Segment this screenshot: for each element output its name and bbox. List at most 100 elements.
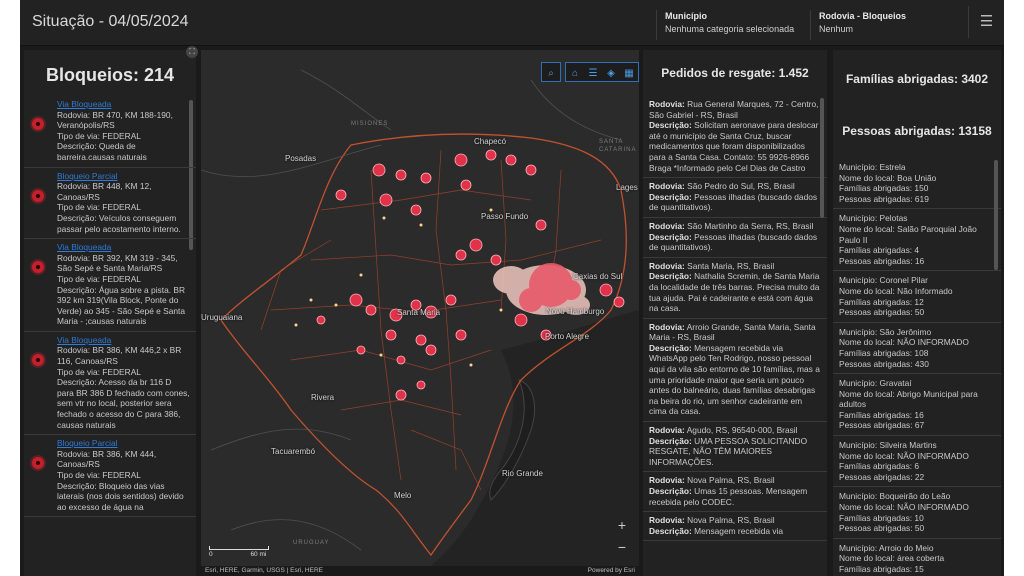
families-panel: Famílias abrigadas: 3402 Pessoas abrigad…: [833, 50, 1001, 576]
city-label: Santa Maria: [397, 308, 441, 317]
map-search-tool[interactable]: ⌕: [541, 62, 561, 82]
requests-scrollbar[interactable]: [820, 98, 824, 218]
shelter-pessoas: Pessoas abrigadas: 50: [839, 523, 925, 534]
families-list: Município: Estrela Nome do local: Boa Un…: [833, 158, 1001, 576]
block-status-link[interactable]: Bloqueio Parcial: [57, 438, 118, 449]
block-status-link[interactable]: Via Bloqueada: [57, 99, 112, 109]
roadblock-icon: [32, 118, 44, 130]
block-item[interactable]: Via Bloqueada Rodovia: BR 470, KM 188-19…: [24, 96, 196, 168]
map-view[interactable]: ⌕ ⌂ ☰ ◈ ▦ Chapecó Posadas Passo Fundo Lages…: [201, 50, 639, 576]
shelter-local: Nome do local: Boa União: [839, 172, 937, 183]
rodovia-selector[interactable]: Rodovia - Bloqueios Nenhum: [810, 10, 960, 40]
hamburger-icon[interactable]: ☰: [968, 6, 1004, 38]
block-item[interactable]: Bloqueio Parcial Rodovia: BR 448, KM 12,…: [24, 168, 196, 240]
city-label: Chapecó: [474, 137, 507, 146]
block-item[interactable]: Via Bloqueada Rodovia: BR 392, KM 319 - …: [24, 239, 196, 332]
block-status-link[interactable]: Via Bloqueada: [57, 334, 112, 345]
request-item[interactable]: Rodovia: Nova Palma, RS, Brasil Descriçã…: [643, 512, 827, 542]
shelter-item[interactable]: Município: Gravataí Nome do local: Abrig…: [833, 374, 1001, 437]
expand-icon[interactable]: ⛶: [186, 46, 198, 58]
shelter-local: Nome do local: Salão Paroquial João Paul…: [839, 223, 977, 245]
request-descricao: Descrição: Mensagem recebida via WhatsAp…: [649, 342, 820, 417]
request-descricao: Descrição: Mensagem recebida via: [649, 525, 784, 536]
region-label: MISIONES: [351, 121, 389, 127]
shelter-item[interactable]: Município: Arroio do Meio Nome do local:…: [833, 539, 1001, 576]
people-title: Pessoas abrigadas: 13158: [842, 124, 992, 138]
shelter-item[interactable]: Município: Silveira Martins Nome do loca…: [833, 436, 1001, 488]
list-icon[interactable]: ☰: [588, 68, 598, 79]
block-tipo: Tipo de via: FEDERAL: [57, 202, 141, 213]
municipio-selector[interactable]: Município Nenhuma categoria selecionada: [656, 10, 808, 40]
city-label: Lages: [616, 183, 638, 192]
shelter-municipio: Município: Coronel Pilar: [839, 275, 928, 286]
request-descricao: Descrição: Pessoas ilhadas (buscado dado…: [649, 191, 818, 213]
shelter-item[interactable]: Município: Estrela Nome do local: Boa Un…: [833, 158, 1001, 210]
block-descricao: Descrição: Veículos conseguem passar pel…: [57, 212, 181, 234]
municipio-label: Município: [665, 11, 707, 21]
request-item[interactable]: Rodovia: Arroio Grande, Santa Maria, San…: [643, 319, 827, 423]
shelter-familias: Famílias abrigadas: 16: [839, 409, 924, 420]
request-rodovia: Rodovia: Santa Maria, RS, Brasil: [649, 260, 775, 271]
blocks-scrollbar[interactable]: [189, 100, 193, 250]
shelter-pessoas: Pessoas abrigadas: 430: [839, 358, 929, 369]
shelter-local: Nome do local: NÃO INFORMADO: [839, 450, 969, 461]
block-status-link[interactable]: Via Bloqueada: [57, 242, 112, 253]
request-item[interactable]: Rodovia: São Pedro do Sul, RS, Brasil De…: [643, 178, 827, 218]
request-item[interactable]: Rodovia: São Martinho da Serra, RS, Bras…: [643, 218, 827, 258]
block-status-link[interactable]: Bloqueio Parcial: [57, 170, 118, 181]
shelter-item[interactable]: Município: Coronel Pilar Nome do local: …: [833, 271, 1001, 323]
shelter-item[interactable]: Município: Boqueirão do Leão Nome do loc…: [833, 487, 1001, 539]
map-attribution: Esri, HERE, Garmin, USGS | Esri, HERE Po…: [201, 566, 639, 576]
block-tipo: Tipo de via: FEDERAL: [57, 130, 141, 141]
request-item[interactable]: Rodovia: Agudo, RS, 96540-000, Brasil De…: [643, 422, 827, 473]
shelter-pessoas: Pessoas abrigadas: 67: [839, 420, 925, 431]
shelter-municipio: Município: Boqueirão do Leão: [839, 491, 951, 502]
block-item[interactable]: Bloqueio Parcial Rodovia: BR 386, KM 444…: [24, 435, 196, 518]
block-tipo: Tipo de via: FEDERAL: [57, 470, 141, 480]
dashboard: Situação - 04/05/2024 Município Nenhuma …: [20, 0, 1004, 576]
shelter-pessoas: Pessoas abrigadas: 619: [839, 193, 929, 204]
shelter-municipio: Município: Silveira Martins: [839, 440, 937, 451]
request-item[interactable]: Rodovia: Nova Palma, RS, Brasil Descriçã…: [643, 472, 827, 513]
powered-by[interactable]: Powered by Esri: [587, 567, 635, 574]
rodovia-label: Rodovia - Bloqueios: [819, 11, 907, 21]
block-rodovia: Rodovia: BR 470, KM 188-190, Veranópolis…: [57, 109, 173, 131]
header-bar: Situação - 04/05/2024 Município Nenhuma …: [20, 0, 1004, 46]
zoom-in-button[interactable]: +: [617, 517, 627, 533]
requests-panel: Pedidos de resgate: 1.452 Rodovia: Rua G…: [643, 50, 827, 576]
city-label: Caxias do Sul: [573, 272, 623, 281]
request-descricao: Descrição: Pessoas ilhadas (buscado dado…: [649, 231, 818, 253]
blocks-title: Bloqueios: 214: [45, 65, 175, 85]
city-label: Novo Hamburgo: [546, 307, 605, 316]
blocks-list: Via Bloqueada Rodovia: BR 470, KM 188-19…: [24, 96, 196, 518]
request-item[interactable]: Rodovia: Santa Maria, RS, Brasil Descriç…: [643, 258, 827, 319]
city-label: Rivera: [311, 393, 335, 402]
shelter-familias: Famílias abrigadas: 108: [839, 347, 929, 358]
home-icon[interactable]: ⌂: [571, 68, 579, 79]
shelter-item[interactable]: Município: Pelotas Nome do local: Salão …: [833, 209, 1001, 272]
shelter-pessoas: Pessoas abrigadas: 16: [839, 255, 925, 266]
requests-title: Pedidos de resgate: 1.452: [661, 66, 809, 80]
shelter-familias: Famílias abrigadas: 4: [839, 245, 920, 256]
block-descricao: Descrição: Queda de barreira.causas natu…: [57, 141, 147, 162]
roadblock-icon: [32, 261, 44, 274]
families-scrollbar[interactable]: [994, 160, 998, 270]
city-label: Porto Alegre: [545, 332, 590, 341]
shelter-familias: Famílias abrigadas: 150: [839, 183, 929, 194]
block-item[interactable]: Via Bloqueada Rodovia: BR 386, KM 446,2 …: [24, 332, 196, 436]
city-label: Posadas: [285, 154, 317, 163]
shelter-item[interactable]: Município: São Jerônimo Nome do local: N…: [833, 323, 1001, 375]
shelter-local: Nome do local: área coberta: [839, 553, 945, 564]
shelter-pessoas: Pessoas abrigadas: 22: [839, 471, 925, 482]
search-icon[interactable]: ⌕: [548, 68, 554, 79]
city-label: Passo Fundo: [481, 212, 529, 221]
page-title: Situação - 04/05/2024: [32, 13, 189, 30]
layers-icon[interactable]: ◈: [607, 68, 615, 79]
legend-icon[interactable]: ▦: [624, 68, 634, 79]
request-item[interactable]: Rodovia: Rua General Marques, 72 - Centr…: [643, 96, 827, 179]
zoom-out-button[interactable]: −: [617, 539, 627, 555]
city-label: Uruguaiana: [201, 313, 243, 322]
map-toolbar: ⌂ ☰ ◈ ▦: [565, 62, 639, 82]
attribution-text[interactable]: Esri, HERE, Garmin, USGS | Esri, HERE: [205, 567, 323, 574]
map-canvas: [201, 50, 639, 576]
